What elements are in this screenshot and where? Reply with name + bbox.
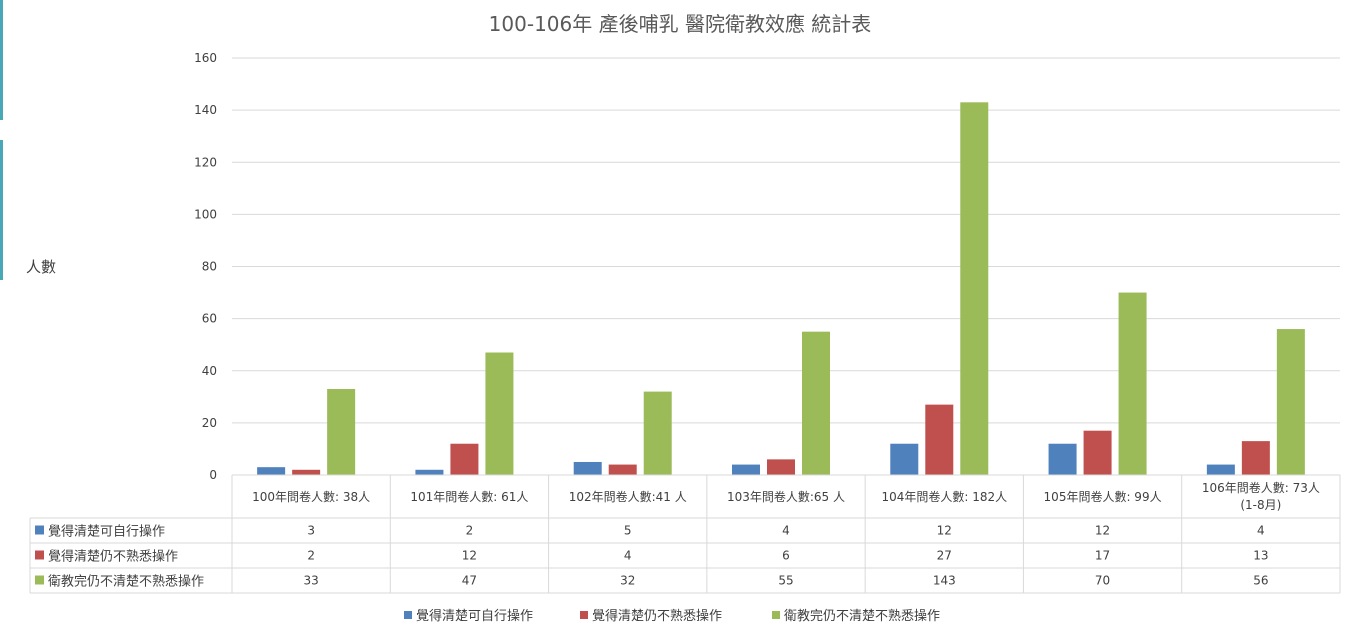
category-label: (1-8月): [1240, 498, 1281, 512]
table-cell-value: 4: [1257, 524, 1265, 538]
table-cell-value: 2: [307, 549, 315, 563]
table-cell-value: 47: [462, 574, 477, 588]
row-series-label: 覺得清楚仍不熟悉操作: [48, 549, 178, 565]
bar-s2-c5: [925, 404, 954, 475]
table-cell-value: 27: [937, 549, 952, 563]
category-label: 104年問卷人數: 182人: [881, 489, 1007, 504]
y-tick-label: 20: [202, 416, 217, 430]
legend-key: [404, 611, 412, 619]
bar-s1-c7: [1206, 464, 1235, 475]
y-axis-ticks: 0 20 40 60 80 100 120 140 160: [194, 51, 217, 482]
category-label: 105年問卷人數: 99人: [1044, 489, 1162, 504]
bar-s3-c3: [643, 391, 672, 475]
table-cell-value: 12: [937, 524, 952, 538]
bars: [257, 102, 1305, 476]
y-tick-label: 140: [194, 103, 217, 117]
legend-entry: 衛教完仍不清楚不熟悉操作: [784, 608, 940, 624]
bar-s2-c6: [1083, 430, 1112, 475]
row-legend-key: [35, 575, 44, 585]
window-edge-strip: [0, 0, 3, 120]
table-cell-value: 4: [782, 524, 790, 538]
y-axis-label: 人數: [26, 258, 56, 276]
table-cell-value: 4: [624, 549, 632, 563]
table-cell-value: 70: [1095, 574, 1110, 588]
row-legend-key: [35, 525, 44, 535]
bar-s3-c6: [1118, 292, 1147, 475]
bar-s2-c4: [767, 459, 795, 475]
table-cell-value: 12: [462, 549, 477, 563]
bar-s2-c3: [608, 464, 637, 475]
table-cell-value: 5: [624, 524, 632, 538]
y-tick-label: 0: [209, 468, 217, 482]
category-label: 100年問卷人數: 38人: [252, 489, 370, 504]
table-cell-value: 13: [1253, 549, 1268, 563]
table-cell-value: 6: [782, 549, 790, 563]
table-cell-value: 56: [1253, 574, 1268, 588]
chart-title: 100-106年 產後哺乳 醫院衛教效應 統計表: [489, 12, 872, 36]
bar-s3-c2: [485, 352, 514, 475]
row-series-label: 覺得清楚可自行操作: [48, 524, 165, 540]
bar-s1-c3: [573, 461, 602, 475]
y-tick-label: 40: [202, 364, 217, 378]
table-cell-value: 33: [304, 574, 319, 588]
category-label: 103年問卷人數:65 人: [727, 489, 845, 504]
table-cell-value: 55: [778, 574, 793, 588]
bar-s1-c2: [415, 469, 444, 475]
legend: 覺得清楚可自行操作 覺得清楚仍不熟悉操作 衛教完仍不清楚不熟悉操作: [404, 608, 940, 624]
bar-s1-c6: [1048, 443, 1077, 475]
legend-key: [580, 611, 588, 619]
row-legend-key: [35, 550, 44, 560]
table-cell-value: 32: [620, 574, 635, 588]
table-cell-value: 143: [933, 574, 956, 588]
bar-s3-c4: [802, 331, 830, 475]
bar-s1-c4: [732, 464, 760, 475]
bar-s3-c1: [327, 388, 356, 475]
window-edge-strip-lower: [0, 140, 3, 280]
legend-key: [772, 611, 780, 619]
bar-s2-c1: [292, 469, 321, 475]
bar-s2-c7: [1241, 441, 1270, 475]
data-table: 100年問卷人數: 38人 101年問卷人數: 61人 102年問卷人數:41 人 1…: [29, 474, 1341, 594]
table-cell-value: 17: [1095, 549, 1110, 563]
bar-s3-c5: [960, 102, 989, 476]
table-cell-value: 12: [1095, 524, 1110, 538]
gridlines: [232, 57, 1340, 476]
table-cell-value: 3: [307, 524, 315, 538]
category-label: 101年問卷人數: 61人: [410, 489, 528, 504]
table-cell-value: 2: [466, 524, 474, 538]
y-tick-label: 100: [194, 207, 217, 221]
bar-s3-c7: [1276, 329, 1305, 475]
bar-s1-c5: [890, 443, 919, 475]
legend-entry: 覺得清楚可自行操作: [416, 608, 533, 624]
y-tick-label: 120: [194, 155, 217, 169]
bar-s2-c2: [450, 443, 479, 475]
y-tick-label: 160: [194, 51, 217, 65]
y-tick-label: 80: [202, 260, 217, 274]
category-label: 102年問卷人數:41 人: [569, 489, 687, 504]
category-label: 106年問卷人數: 73人: [1202, 480, 1320, 495]
legend-entry: 覺得清楚仍不熟悉操作: [592, 608, 722, 624]
row-series-label: 衛教完仍不清楚不熟悉操作: [48, 574, 204, 590]
y-tick-label: 60: [202, 312, 217, 326]
bar-s1-c1: [257, 467, 286, 475]
